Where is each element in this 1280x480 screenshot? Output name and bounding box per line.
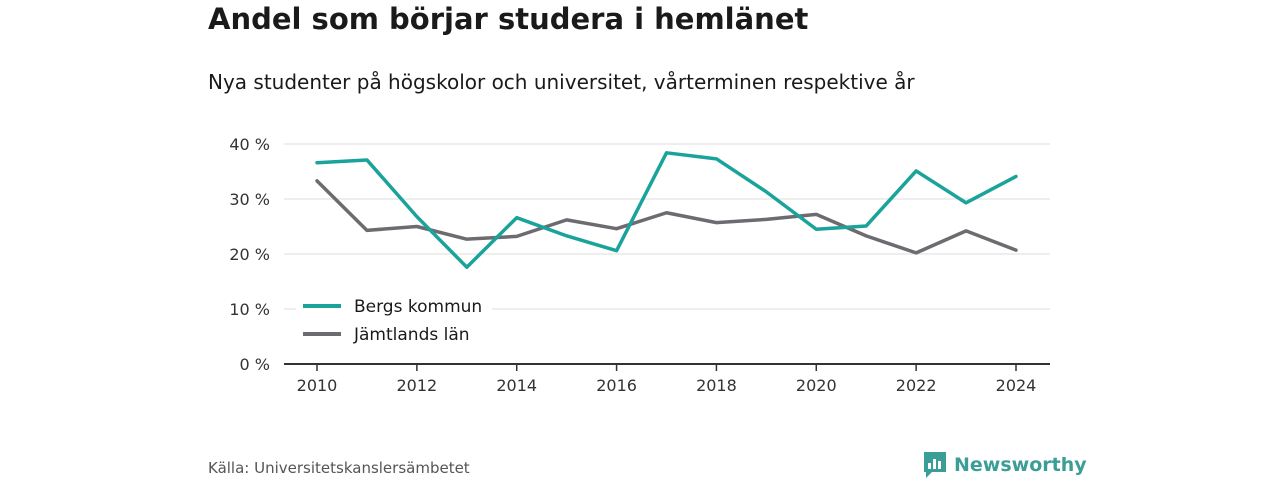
chart-title: Andel som börjar studera i hemlänet [208,2,809,36]
legend-label: Bergs kommun [354,297,482,317]
x-tick-label: 2022 [896,376,937,395]
series-line-0 [315,151,1018,269]
x-tick-label: 2018 [696,376,737,395]
legend-background [296,292,492,352]
brand-logo: Newsworthy [922,450,1087,480]
x-tick-label: 2016 [596,376,637,395]
legend-label: Jämtlands län [353,325,470,345]
y-tick-label: 20 % [229,245,270,264]
series-lines [315,151,1018,269]
y-tick-label: 10 % [229,300,270,319]
x-tick-label: 2010 [297,376,338,395]
y-tick-label: 0 % [240,355,270,374]
y-tick-label: 40 % [229,135,270,154]
line-chart: 0 % 10 % 20 % 30 % 40 % 2010 2012 2014 2016 2018… [229,135,1050,395]
newsworthy-logo-icon [924,452,946,478]
x-tick-label: 2014 [496,376,537,395]
series-line-1 [315,179,1018,255]
x-axis-ticks: 2010 2012 2014 2016 2018 2020 2022 2024 [297,364,1037,395]
chart-subtitle: Nya studenter på högskolor och universit… [208,70,915,94]
legend: Bergs kommun Jämtlands län [296,292,492,352]
y-tick-label: 30 % [229,190,270,209]
x-tick-label: 2020 [796,376,837,395]
y-axis-ticks: 0 % 10 % 20 % 30 % 40 % [229,135,270,374]
brand-name: Newsworthy [954,454,1087,476]
source-note: Källa: Universitetskanslersämbetet [208,459,470,477]
x-tick-label: 2024 [996,376,1037,395]
x-tick-label: 2012 [396,376,437,395]
